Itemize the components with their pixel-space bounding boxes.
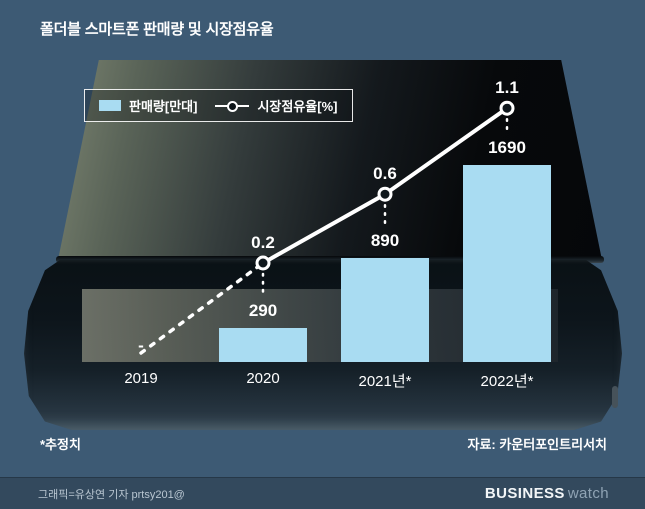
bar-swatch-icon [99, 100, 121, 111]
category-label: 2022년* [480, 373, 534, 390]
line-marker-icon [215, 100, 250, 112]
page-title: 폴더블 스마트폰 판매량 및 시장점유율 [40, 21, 274, 38]
legend-bar-label: 판매량[만대] [129, 99, 198, 114]
logo-text-primary: BUSINESS [484, 485, 565, 502]
line-marker [377, 186, 393, 202]
businesswatch-logo: BUSINESS watch [485, 485, 609, 502]
chart-legend: 판매량[만대] 시장점유율[%] [84, 89, 353, 122]
source-credit: 자료: 카운터포인트리서치 [467, 437, 607, 452]
line-marker [499, 100, 515, 116]
footer-bar: 그래픽=유상연 기자 prtsy201@ BUSINESS watch [0, 477, 645, 509]
share-value-label: 1.1 [495, 78, 519, 98]
bar-value-label: 290 [248, 301, 278, 321]
category-label: 2019 [124, 370, 158, 387]
legend-item-sales: 판매량[만대] [99, 96, 197, 115]
bar-value-label: - [138, 336, 144, 355]
legend-line-label: 시장점유율[%] [257, 99, 338, 114]
category-label: 2021년* [358, 373, 412, 390]
graphic-credit: 그래픽=유상연 기자 prtsy201@ [38, 488, 185, 501]
line-marker [255, 255, 271, 271]
bar-value-label: 1690 [488, 138, 526, 157]
footnote: *추정치 [40, 437, 81, 452]
phone-side-button [612, 386, 618, 408]
bar-2020 [219, 328, 307, 362]
share-value-label: 0.2 [251, 233, 275, 252]
logo-text-secondary: watch [567, 485, 609, 502]
category-label: 2020 [246, 370, 280, 387]
bar-2022년* [463, 165, 551, 362]
phone-hinge [56, 256, 604, 263]
share-value-label: 0.6 [373, 164, 397, 184]
bar-value-label: 890 [370, 231, 400, 251]
legend-item-share: 시장점유율[%] [215, 96, 338, 115]
bar-2021년* [341, 258, 429, 362]
